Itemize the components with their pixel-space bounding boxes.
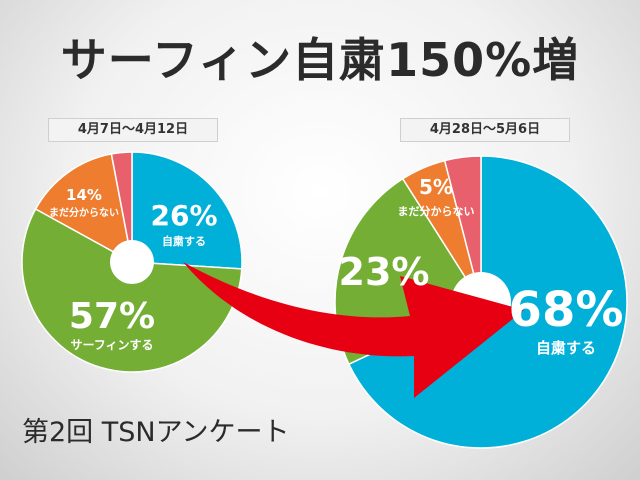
value-label-surfing: 57% bbox=[69, 296, 155, 337]
donut-hole bbox=[110, 240, 154, 284]
value-label-surfing: 23% bbox=[339, 250, 430, 294]
survey-caption: 第2回 TSNアンケート bbox=[22, 417, 290, 448]
pie-labels-before: 26% 自粛する 57%サーフィンする 14% まだ分からない bbox=[49, 186, 218, 352]
pie-labels-after: 68%自粛する 23% 5% まだ分からない bbox=[339, 175, 624, 357]
category-label-unknown: まだ分からない bbox=[49, 206, 119, 219]
category-label-jishuku: 自粛する bbox=[536, 339, 596, 357]
slice-jishuku bbox=[131, 151, 243, 270]
comparison-arrow bbox=[183, 262, 524, 398]
value-label-jishuku: 26% bbox=[150, 199, 217, 232]
slice-surfing bbox=[21, 207, 243, 373]
category-label-unknown: まだ分からない bbox=[398, 204, 475, 218]
value-label-jishuku: 68% bbox=[509, 282, 624, 338]
pie-chart-before bbox=[21, 151, 243, 373]
category-label-surfing: サーフィンする bbox=[70, 338, 153, 352]
value-label-unknown: 5% bbox=[419, 175, 453, 199]
value-label-unknown: 14% bbox=[66, 186, 102, 204]
page-title: サーフィン自粛150%増 bbox=[60, 33, 580, 87]
period-label-after: 4月28日～5月6日 bbox=[400, 118, 570, 142]
slice-other bbox=[110, 151, 133, 263]
slice-unknown bbox=[34, 153, 134, 264]
category-label-jishuku: 自粛する bbox=[162, 234, 206, 248]
slice-other bbox=[443, 155, 482, 303]
period-label-before: 4月7日～4月12日 bbox=[48, 118, 218, 142]
